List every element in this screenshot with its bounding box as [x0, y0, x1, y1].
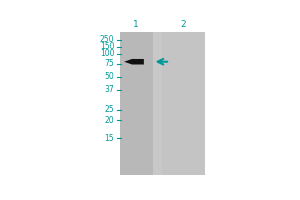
Text: 250: 250 — [100, 35, 114, 44]
Bar — [120, 32, 205, 175]
Bar — [162, 32, 205, 175]
Polygon shape — [124, 59, 144, 65]
Text: 2: 2 — [180, 20, 186, 29]
Text: 25: 25 — [105, 105, 114, 114]
Text: 100: 100 — [100, 49, 114, 58]
Bar — [120, 32, 153, 175]
Text: 50: 50 — [104, 72, 114, 81]
Text: 15: 15 — [105, 134, 114, 143]
Text: 150: 150 — [100, 42, 114, 51]
Text: 20: 20 — [105, 116, 114, 125]
Text: 75: 75 — [104, 59, 114, 68]
Text: 37: 37 — [104, 85, 114, 94]
Text: 1: 1 — [134, 20, 139, 29]
